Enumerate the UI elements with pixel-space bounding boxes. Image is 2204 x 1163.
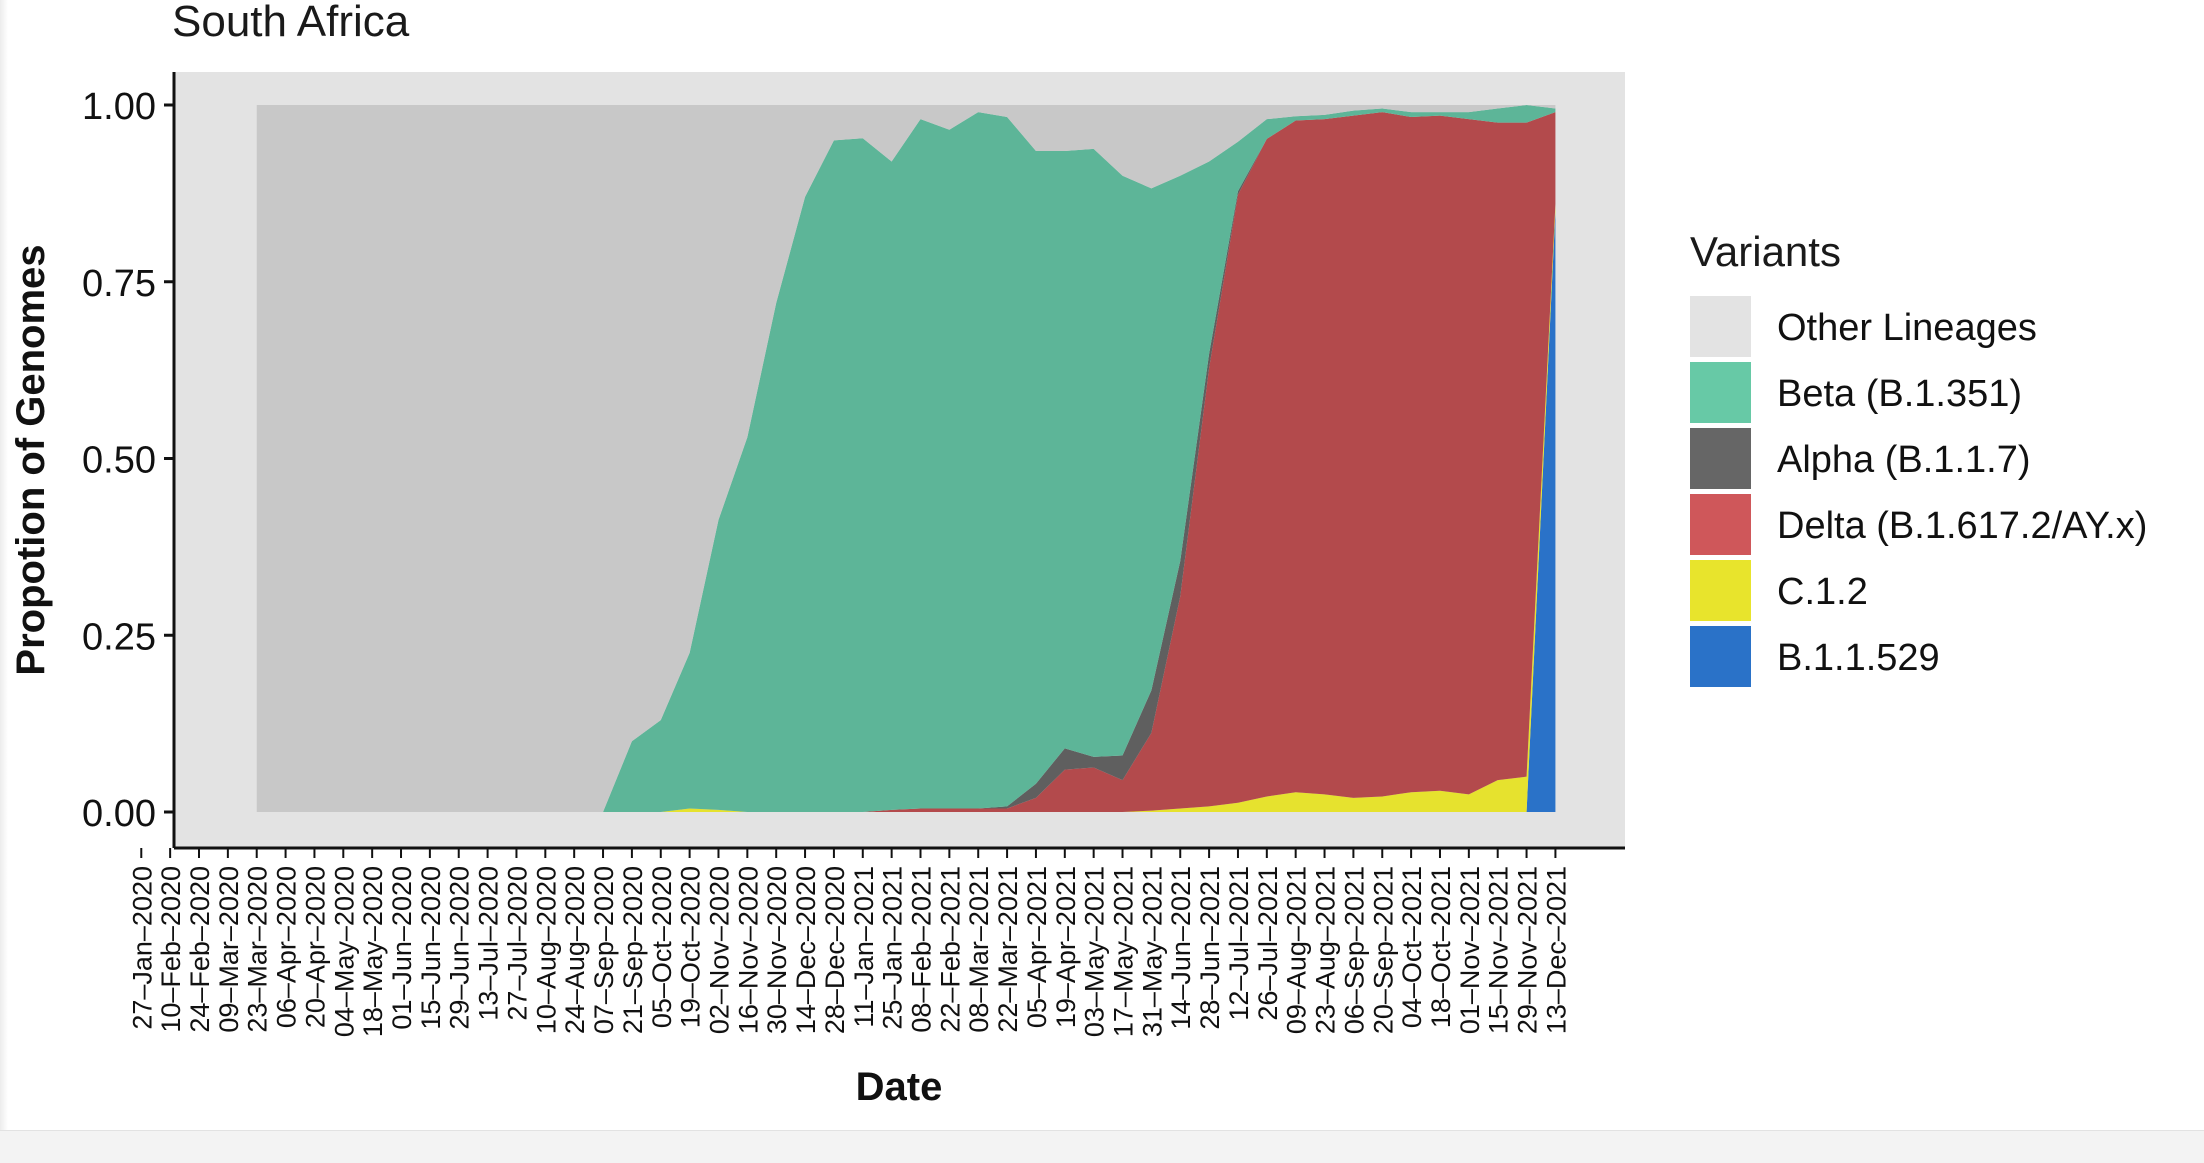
legend-swatch-other-lineages — [1690, 296, 1751, 357]
x-tick-label: 03–May–2021 — [1080, 866, 1110, 1037]
legend-label-delta-b-1-617-2-ay-x: Delta (B.1.617.2/AY.x) — [1777, 505, 2147, 547]
x-tick-label: 08–Mar–2021 — [964, 866, 994, 1033]
x-tick-label: 08–Feb–2021 — [907, 866, 937, 1033]
x-tick-label: 23–Mar–2020 — [243, 866, 273, 1033]
legend-label-b-1-1-529: B.1.1.529 — [1777, 637, 1940, 679]
x-tick-label: 10–Aug–2020 — [531, 866, 561, 1034]
y-tick-label: 0.50 — [82, 440, 156, 482]
x-tick-label: 04–Oct–2021 — [1397, 866, 1427, 1028]
x-tick-label: 09–Mar–2020 — [214, 866, 244, 1033]
x-tick-label: 01–Jun–2020 — [387, 866, 417, 1030]
y-ticks: 0.00 0.25 0.50 0.75 1.00 — [82, 86, 174, 835]
x-tick-label: 29–Nov–2021 — [1513, 866, 1543, 1034]
chart-title: South Africa — [172, 0, 410, 46]
legend-label-beta-b-1-351: Beta (B.1.351) — [1777, 373, 2022, 415]
x-tick-label: 09–Aug–2021 — [1282, 866, 1312, 1034]
x-tick-label: 19–Oct–2020 — [676, 866, 706, 1028]
legend-label-other-lineages: Other Lineages — [1777, 307, 2037, 349]
x-tick-label: 31–May–2021 — [1137, 866, 1167, 1037]
x-tick-label: 22–Feb–2021 — [935, 866, 965, 1033]
x-tick-label: 07–Sep–2020 — [589, 866, 619, 1034]
x-tick-label: 23–Aug–2021 — [1311, 866, 1341, 1034]
area-other-lineages — [256, 105, 1556, 812]
legend-swatch-b-1-1-529 — [1690, 626, 1751, 687]
x-tick-label: 15–Jun–2020 — [416, 866, 446, 1030]
x-tick-label: 28–Dec–2020 — [820, 866, 850, 1034]
x-tick-label: 02–Nov–2020 — [704, 866, 734, 1034]
x-tick-label: 17–May–2021 — [1109, 866, 1139, 1037]
legend-label-alpha-b-1-1-7: Alpha (B.1.1.7) — [1777, 439, 2030, 481]
x-tick-label: 15–Nov–2021 — [1484, 866, 1514, 1034]
x-tick-label: 13–Dec–2021 — [1541, 866, 1571, 1034]
x-tick-label: 26–Jul–2021 — [1253, 866, 1283, 1021]
x-tick-label: 20–Sep–2021 — [1368, 866, 1398, 1034]
x-tick-label: 06–Apr–2020 — [272, 866, 302, 1028]
y-tick-label: 1.00 — [82, 86, 156, 128]
legend-swatch-beta-b-1-351 — [1690, 362, 1751, 423]
x-tick-label: 12–Jul–2021 — [1224, 866, 1254, 1021]
legend-label-c-1-2: C.1.2 — [1777, 571, 1868, 613]
y-axis-title: Propotion of Genomes — [9, 244, 53, 675]
legend-swatch-c-1-2 — [1690, 560, 1751, 621]
x-tick-label: 20–Apr–2020 — [300, 866, 330, 1028]
x-tick-label: 24–Aug–2020 — [560, 866, 590, 1034]
y-tick-label: 0.75 — [82, 263, 156, 305]
area-layers — [256, 105, 1556, 813]
x-tick-label: 27–Jan–2020 — [127, 866, 157, 1030]
area-beta-b-1-351 — [256, 105, 1556, 812]
x-tick-label: 29–Jun–2020 — [445, 866, 475, 1030]
x-tick-label: 04–May–2020 — [329, 866, 359, 1037]
x-tick-label: 05–Apr–2021 — [1022, 866, 1052, 1028]
x-tick-label: 16–Nov–2020 — [733, 866, 763, 1034]
x-tick-label: 19–Apr–2021 — [1051, 866, 1081, 1028]
y-tick-label: 0.00 — [82, 793, 156, 835]
x-tick-label: 01–Nov–2021 — [1455, 866, 1485, 1034]
y-tick-label: 0.25 — [82, 616, 156, 658]
window-edge — [0, 0, 8, 1130]
x-tick-label: 10–Feb–2020 — [156, 866, 186, 1033]
x-tick-label: 11–Jan–2021 — [849, 866, 879, 1028]
x-tick-label: 05–Oct–2020 — [647, 866, 677, 1028]
legend-swatch-alpha-b-1-1-7 — [1690, 428, 1751, 489]
x-tick-label: 06–Sep–2021 — [1339, 866, 1369, 1034]
x-axis-title: Date — [856, 1065, 943, 1109]
legend-swatch-delta-b-1-617-2-ay-x — [1690, 494, 1751, 555]
x-tick-label: 18–May–2020 — [358, 866, 388, 1037]
x-tick-label: 30–Nov–2020 — [762, 866, 792, 1034]
legend: Variants Other Lineages Beta (B.1.351) Alp… — [1690, 228, 2147, 687]
x-tick-label: 13–Jul–2020 — [474, 866, 504, 1021]
x-tick-label: 22–Mar–2021 — [993, 866, 1023, 1033]
x-tick-label: 24–Feb–2020 — [185, 866, 215, 1033]
x-tick-label: 14–Jun–2021 — [1166, 866, 1196, 1030]
x-ticks: 27–Jan–202010–Feb–202024–Feb–202009–Mar–… — [127, 848, 1571, 1037]
window-bottom-bar — [0, 1130, 2204, 1163]
area-delta-b-1-617-2-ay-x — [256, 112, 1556, 812]
x-tick-label: 21–Sep–2020 — [618, 866, 648, 1034]
x-tick-label: 28–Jun–2021 — [1195, 866, 1225, 1030]
x-tick-label: 18–Oct–2021 — [1426, 866, 1456, 1028]
x-tick-label: 27–Jul–2020 — [502, 866, 532, 1021]
x-tick-label: 25–Jan–2021 — [878, 866, 908, 1030]
x-tick-label: 14–Dec–2020 — [791, 866, 821, 1034]
legend-title: Variants — [1690, 228, 1841, 275]
